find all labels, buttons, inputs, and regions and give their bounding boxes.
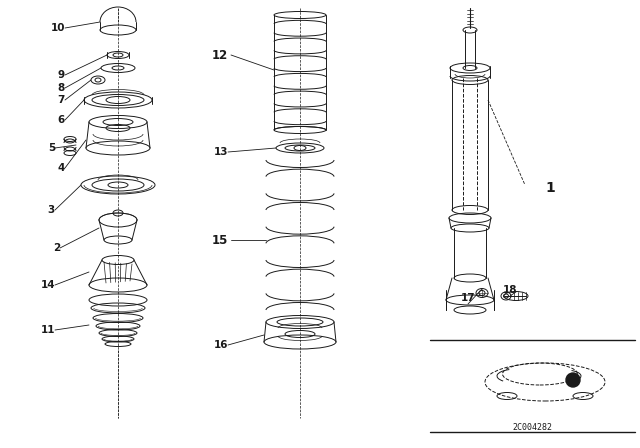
Text: 1: 1: [545, 181, 555, 195]
Text: 2C004282: 2C004282: [513, 422, 552, 431]
Text: 16: 16: [214, 340, 228, 350]
Text: 10: 10: [51, 23, 65, 33]
Text: 18: 18: [503, 285, 517, 295]
Text: 12: 12: [212, 48, 228, 61]
Text: 7: 7: [58, 95, 65, 105]
Text: 14: 14: [40, 280, 55, 290]
Text: 13: 13: [214, 147, 228, 157]
Circle shape: [566, 373, 580, 387]
Text: 9: 9: [58, 70, 65, 80]
Text: 11: 11: [40, 325, 55, 335]
Text: 8: 8: [58, 83, 65, 93]
Text: 15: 15: [212, 233, 228, 246]
Text: 17: 17: [461, 293, 476, 303]
Text: 6: 6: [58, 115, 65, 125]
Text: 3: 3: [48, 205, 55, 215]
Text: 2: 2: [52, 243, 60, 253]
Text: 4: 4: [58, 163, 65, 173]
Text: 5: 5: [48, 143, 55, 153]
